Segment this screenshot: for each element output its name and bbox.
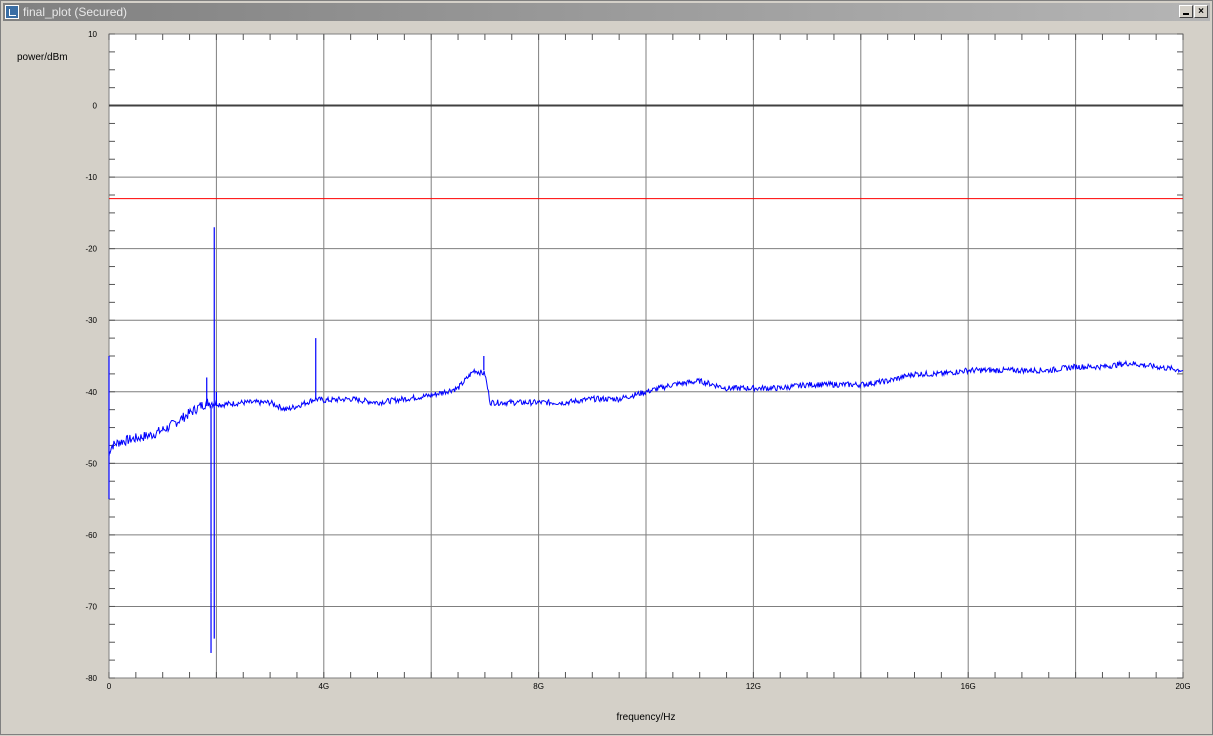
y-tick-label: 10 [88, 30, 97, 39]
minor-ticks [108, 33, 1184, 679]
y-tick-label: -80 [85, 674, 97, 683]
spectrum-chart: 10 0 -10 -20 -30 -40 -50 -60 -70 -80 0 4G 8G 12G 16G 2… [17, 30, 1191, 723]
x-tick-labels: 0 4G 8G 12G 16G 20G [107, 682, 1191, 691]
x-tick-label: 12G [746, 682, 761, 691]
y-tick-label: -40 [85, 388, 97, 397]
close-icon[interactable]: × [1194, 5, 1208, 18]
x-tick-label: 0 [107, 682, 112, 691]
y-tick-label: -10 [85, 173, 97, 182]
y-tick-label: 0 [93, 102, 98, 111]
y-tick-labels: 10 0 -10 -20 -30 -40 -50 -60 -70 -80 [85, 30, 97, 683]
y-tick-label: -30 [85, 316, 97, 325]
x-tick-label: 16G [961, 682, 976, 691]
minimize-icon[interactable] [1179, 5, 1193, 18]
x-tick-label: 8G [533, 682, 544, 691]
y-tick-label: -50 [85, 459, 97, 468]
x-axis-label: frequency/Hz [617, 712, 676, 723]
trace-group [108, 227, 1184, 653]
x-tick-label: 4G [318, 682, 329, 691]
window-title: final_plot (Secured) [23, 5, 128, 19]
x-tick-label: 20G [1175, 682, 1190, 691]
y-axis-label: power/dBm [17, 52, 68, 63]
plot-app-icon[interactable] [5, 5, 19, 19]
y-tick-label: -20 [85, 245, 97, 254]
y-tick-label: -70 [85, 602, 97, 611]
spectrum-trace [108, 359, 1184, 457]
title-bar[interactable]: final_plot (Secured) × [3, 3, 1210, 21]
y-tick-label: -60 [85, 531, 97, 540]
reference-lines [109, 104, 1183, 200]
